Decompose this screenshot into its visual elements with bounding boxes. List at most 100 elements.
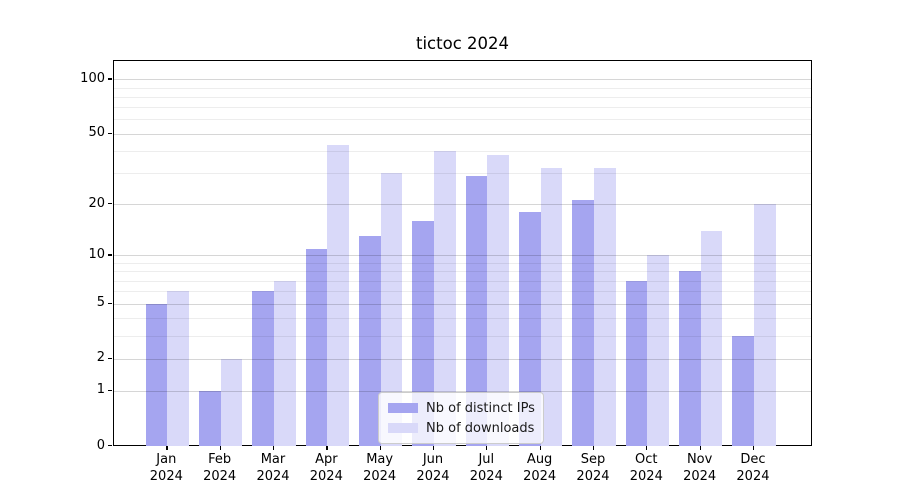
gridline-minor	[114, 280, 811, 282]
x-tick-month: Jun	[422, 452, 444, 467]
x-tick-label: Oct 2024	[616, 452, 676, 485]
x-tick-mark	[219, 446, 221, 450]
x-tick-mark	[166, 446, 168, 450]
bar-apr-downloads	[327, 145, 349, 446]
gridline-minor	[114, 318, 811, 320]
x-tick-month: Nov	[686, 452, 713, 467]
x-tick-label: Aug 2024	[510, 452, 570, 485]
y-tick-label: 5	[96, 295, 105, 311]
y-tick-mark	[108, 203, 112, 205]
y-tick-mark	[108, 302, 112, 304]
x-tick-mark	[752, 446, 755, 450]
x-tick-label: Feb 2024	[190, 452, 250, 485]
legend-swatch-downloads	[388, 423, 418, 433]
bar-jul-downloads	[487, 154, 509, 446]
bar-may-ips	[359, 236, 381, 446]
bar-apr-ips	[305, 248, 328, 446]
bar-sep-downloads	[593, 168, 616, 446]
gridline-minor	[114, 263, 811, 265]
x-tick-mark	[486, 446, 488, 450]
x-tick-month: Apr	[315, 452, 338, 467]
x-tick-label: Sep 2024	[563, 452, 623, 485]
y-tick-label: 20	[88, 195, 105, 211]
bar-feb-downloads	[220, 358, 243, 446]
x-tick-mark	[326, 446, 328, 450]
bar-aug-downloads	[540, 168, 563, 446]
gridline-major	[114, 204, 811, 206]
gridline-minor	[114, 291, 811, 293]
x-tick-label: May 2024	[350, 452, 410, 485]
x-tick-month: Jan	[156, 452, 177, 467]
chart-title: tictoc 2024	[416, 34, 509, 53]
bar-oct-downloads	[647, 255, 669, 446]
y-tick-label: 2	[96, 350, 105, 366]
x-tick-mark	[592, 446, 595, 450]
bar-dec-ips	[732, 335, 754, 446]
x-tick-year: 2024	[683, 468, 717, 484]
x-tick-year: 2024	[149, 468, 183, 484]
bar-sep-ips	[572, 200, 594, 446]
plot-area	[113, 60, 812, 446]
x-tick-year: 2024	[523, 468, 557, 484]
x-tick-year: 2024	[363, 468, 397, 484]
bar-mar-downloads	[273, 280, 296, 446]
x-tick-year: 2024	[256, 468, 290, 484]
x-tick-year: 2024	[416, 468, 450, 484]
y-tick-mark	[108, 445, 112, 447]
x-tick-label: Mar 2024	[243, 452, 303, 485]
gridline-major	[114, 255, 811, 257]
y-tick-label: 1	[96, 382, 105, 398]
bar-jun-downloads	[433, 150, 456, 446]
x-tick-mark	[432, 446, 435, 450]
gridline-major	[114, 79, 811, 81]
y-tick-label: 10	[88, 246, 105, 262]
x-tick-year: 2024	[309, 468, 343, 484]
bar-oct-ips	[625, 280, 648, 446]
x-tick-month: Jul	[478, 452, 495, 467]
x-tick-month: Sep	[580, 452, 606, 467]
x-tick-month: Mar	[260, 452, 286, 467]
bar-nov-downloads	[700, 230, 723, 446]
x-tick-mark	[539, 446, 541, 450]
y-tick-label: 50	[88, 125, 105, 141]
gridline-minor	[114, 107, 811, 109]
gridline-major	[114, 303, 811, 305]
x-tick-month: Dec	[740, 452, 766, 467]
x-tick-label: Jun 2024	[403, 452, 463, 485]
x-tick-year: 2024	[576, 468, 610, 484]
gridline-minor	[114, 271, 811, 273]
x-tick-month: May	[366, 452, 394, 467]
x-tick-mark	[379, 446, 381, 450]
y-tick-label: 100	[80, 70, 105, 86]
bar-jan-downloads	[167, 291, 189, 446]
legend-label-ips: Nb of distinct IPs	[426, 400, 535, 416]
legend-item-ips: Nb of distinct IPs	[388, 400, 535, 416]
bar-jan-ips	[145, 303, 168, 446]
bar-dec-downloads	[753, 204, 776, 446]
x-tick-mark	[272, 446, 275, 450]
x-tick-label: Nov 2024	[670, 452, 730, 485]
gridline-minor	[114, 96, 811, 98]
gridline-minor	[114, 119, 811, 121]
bar-mar-ips	[252, 291, 274, 446]
y-tick-mark	[108, 357, 112, 359]
gridline-minor	[114, 335, 811, 337]
x-tick-mark	[646, 446, 648, 450]
x-tick-month: Oct	[635, 452, 658, 467]
y-tick-mark	[108, 389, 112, 392]
legend-item-downloads: Nb of downloads	[388, 420, 534, 436]
gridline-major	[114, 358, 811, 360]
x-tick-year: 2024	[203, 468, 237, 484]
gridline-major	[114, 133, 811, 135]
x-tick-label: Apr 2024	[296, 452, 356, 485]
x-tick-mark	[699, 446, 701, 450]
gridline-major	[114, 390, 811, 392]
bar-may-downloads	[380, 173, 403, 446]
x-tick-year: 2024	[629, 468, 663, 484]
gridline-minor	[114, 173, 811, 175]
y-tick-mark	[108, 132, 112, 134]
legend-swatch-ips	[388, 403, 418, 413]
bar-aug-ips	[519, 212, 541, 446]
bar-jul-ips	[465, 175, 488, 446]
